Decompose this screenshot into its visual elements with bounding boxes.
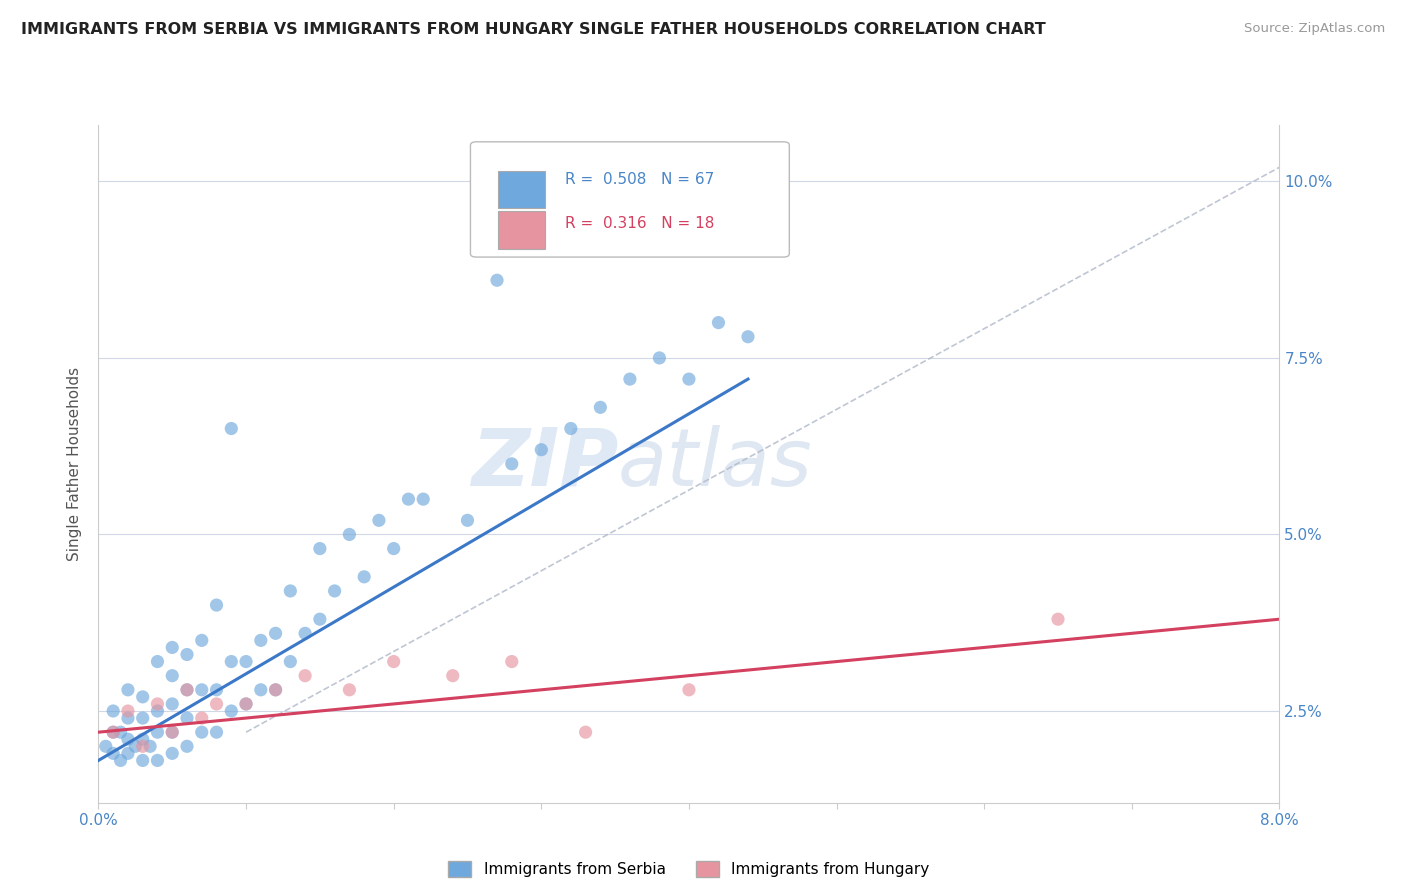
Point [103,725,125,739]
Point [560,421,582,435]
Point [176,682,198,697]
Point [323,584,346,599]
Point [191,725,214,739]
Point [678,372,700,386]
Point [146,725,169,739]
Point [382,541,405,556]
Point [205,682,228,697]
Point [162,697,183,711]
Point [162,747,183,761]
Point [219,655,242,669]
Point [250,682,273,697]
Point [353,570,375,584]
Point [139,739,162,754]
Text: R =  0.316   N = 18: R = 0.316 N = 18 [565,216,714,231]
Point [501,655,523,669]
Point [678,682,700,697]
Point [103,725,125,739]
Point [94,739,117,754]
FancyBboxPatch shape [498,211,546,249]
Text: atlas: atlas [619,425,813,503]
Point [278,655,302,669]
Point [124,739,146,754]
Point [337,682,360,697]
Point [162,725,183,739]
Point [117,747,139,761]
Point [205,725,228,739]
Point [117,732,139,747]
Point [367,513,389,527]
Point [117,704,139,718]
Point [619,372,641,386]
Point [132,690,155,704]
Point [235,697,257,711]
Point [485,273,508,287]
Point [219,421,242,435]
Point [191,682,214,697]
Point [205,598,228,612]
Legend: Immigrants from Serbia, Immigrants from Hungary: Immigrants from Serbia, Immigrants from … [443,855,935,883]
Text: R =  0.508   N = 67: R = 0.508 N = 67 [565,171,714,186]
Point [589,401,612,415]
Point [132,711,155,725]
Point [737,330,759,344]
Point [162,669,183,683]
Point [412,492,434,507]
Point [146,697,169,711]
Point [264,682,287,697]
FancyBboxPatch shape [498,170,546,208]
Point [396,492,419,507]
Point [110,753,132,767]
Point [117,711,139,725]
Point [648,351,671,365]
Point [1046,612,1069,626]
Point [191,633,214,648]
Point [278,584,302,599]
Point [441,669,464,683]
Point [176,739,198,754]
Point [205,697,228,711]
Point [103,747,125,761]
Point [146,704,169,718]
Point [176,711,198,725]
Point [250,633,273,648]
Point [382,655,405,669]
Point [132,739,155,754]
Point [294,626,316,640]
Point [117,682,139,697]
Point [132,753,155,767]
Point [219,704,242,718]
Point [294,669,316,683]
Point [308,541,332,556]
Text: ZIP: ZIP [471,425,619,503]
Text: Source: ZipAtlas.com: Source: ZipAtlas.com [1244,22,1385,36]
Point [162,725,183,739]
Y-axis label: Single Father Households: Single Father Households [67,367,83,561]
Point [146,753,169,767]
Point [530,442,553,457]
Point [176,682,198,697]
Point [176,648,198,662]
Point [146,655,169,669]
Point [337,527,360,541]
Point [191,711,214,725]
Point [235,697,257,711]
Point [264,682,287,697]
Point [456,513,478,527]
Point [707,316,730,330]
Point [110,725,132,739]
Point [132,732,155,747]
Point [162,640,183,655]
FancyBboxPatch shape [471,142,789,257]
Point [235,655,257,669]
Point [103,704,125,718]
Point [574,725,596,739]
Point [308,612,332,626]
Point [501,457,523,471]
Text: IMMIGRANTS FROM SERBIA VS IMMIGRANTS FROM HUNGARY SINGLE FATHER HOUSEHOLDS CORRE: IMMIGRANTS FROM SERBIA VS IMMIGRANTS FRO… [21,22,1046,37]
Point [264,626,287,640]
